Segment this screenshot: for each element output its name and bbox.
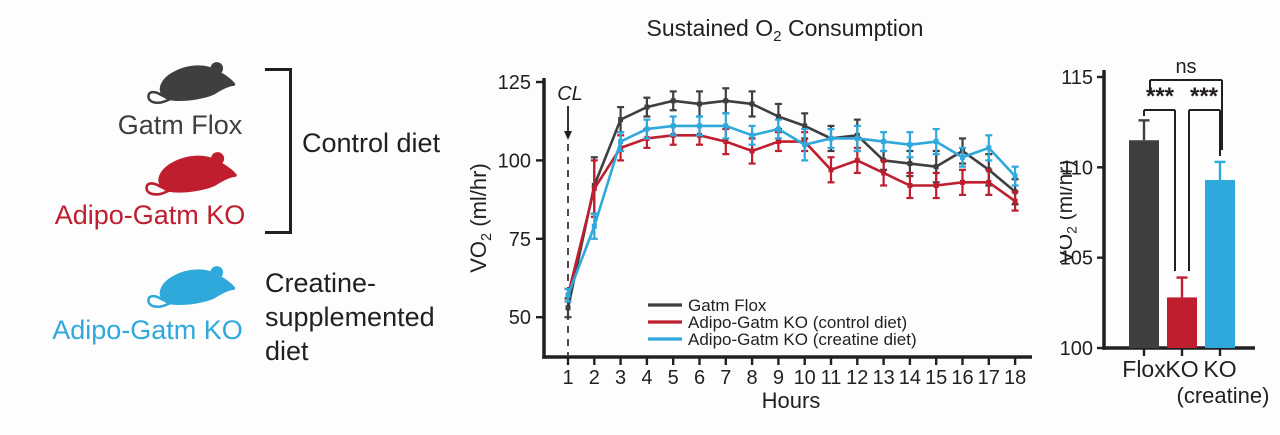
gatm-flox-label: Gatm Flox (117, 110, 243, 140)
y-tick-label: 100 (1060, 338, 1093, 360)
diet-legend-panel: Gatm Flox Adipo-Gatm KO Control diet Adi… (0, 0, 460, 435)
series-adipo-gatm-ko-creatine-diet- (564, 112, 1019, 303)
y-tick-label: 50 (509, 307, 531, 329)
x-tick-label: 17 (978, 367, 1000, 389)
x-tick-label: 9 (773, 367, 784, 389)
y-tick-label: 125 (498, 72, 531, 94)
x-tick-label: 4 (641, 367, 652, 389)
x-tick-label: 15 (925, 367, 947, 389)
bar-category-sublabel: (creatine) (1177, 383, 1270, 408)
y-axis-label: VO2 (ml/hr) (466, 163, 495, 273)
x-tick-label: 16 (951, 367, 973, 389)
bar-chart: 115110105100VO2 (ml/hr)FloxKOKO(creatine… (1060, 56, 1270, 408)
x-tick-label: 11 (821, 367, 842, 389)
y-tick-label: 105 (1060, 248, 1093, 270)
mouse-icon-gatm-flox (147, 62, 236, 104)
x-tick-label: 14 (899, 367, 921, 389)
adipo-gatm-ko-control-label: Adipo-Gatm KO (54, 200, 246, 230)
series-adipo-gatm-ko-control-diet- (564, 124, 1019, 303)
y-tick-label: 115 (1061, 67, 1093, 89)
significance-label: *** (1190, 83, 1219, 110)
legend-entry: Adipo-Gatm KO (creatine diet) (688, 330, 917, 349)
control-diet-label: Control diet (302, 128, 441, 158)
bar-ko: KO (1165, 276, 1199, 382)
x-tick-label: 7 (720, 367, 731, 389)
cl-label: CL (557, 83, 583, 105)
bar-category-label: KO (1165, 356, 1198, 382)
x-tick-label: 1 (562, 367, 573, 389)
x-tick-label: 3 (615, 367, 626, 389)
bar-flox: Flox (1122, 119, 1166, 382)
creatine-diet-label: Creatine- supplemented diet (265, 268, 435, 366)
mouse-icon-adipo-gatm-ko-control (145, 152, 237, 196)
x-tick-label: 2 (589, 367, 600, 389)
x-axis-label: Hours (762, 388, 821, 413)
mouse-icon-adipo-gatm-ko-creatine (147, 266, 236, 308)
x-tick-label: 6 (694, 367, 705, 389)
legend-entry: Adipo-Gatm KO (control diet) (688, 313, 907, 332)
legend-entry: Gatm Flox (688, 296, 767, 315)
adipo-gatm-ko-creatine-label: Adipo-Gatm KO (52, 315, 243, 345)
x-tick-label: 12 (846, 367, 868, 389)
line-chart-title: Sustained O2 Consumption (647, 15, 924, 45)
x-tick-label: 8 (747, 367, 758, 389)
bar-chart-axes: 115 110 105 100 VO2 (ml/hr) (1060, 67, 1255, 360)
cl-annotation: CL (557, 83, 583, 355)
significance-ns: ns (1149, 56, 1223, 150)
x-tick-label: 10 (794, 367, 816, 389)
y-tick-label: 100 (498, 150, 531, 172)
control-diet-bracket (265, 68, 292, 234)
y-tick-label: 75 (509, 229, 531, 251)
cl-arrow-icon (564, 131, 572, 140)
x-tick-label: 5 (668, 367, 679, 389)
bar-category-label: KO (1203, 356, 1236, 382)
x-tick-label: 13 (872, 367, 894, 389)
y-axis-label: VO2 (ml/hr) (1060, 160, 1080, 265)
bar-category-label: Flox (1122, 356, 1166, 382)
x-tick-label: 18 (1004, 367, 1026, 389)
significance-label: ns (1175, 56, 1196, 78)
bar-ko-creatine: KO(creatine) (1177, 160, 1270, 408)
series-gatm-flox (564, 87, 1019, 319)
y-tick-label: 110 (1061, 157, 1093, 179)
significance-starstarstar: *** (1188, 83, 1221, 271)
